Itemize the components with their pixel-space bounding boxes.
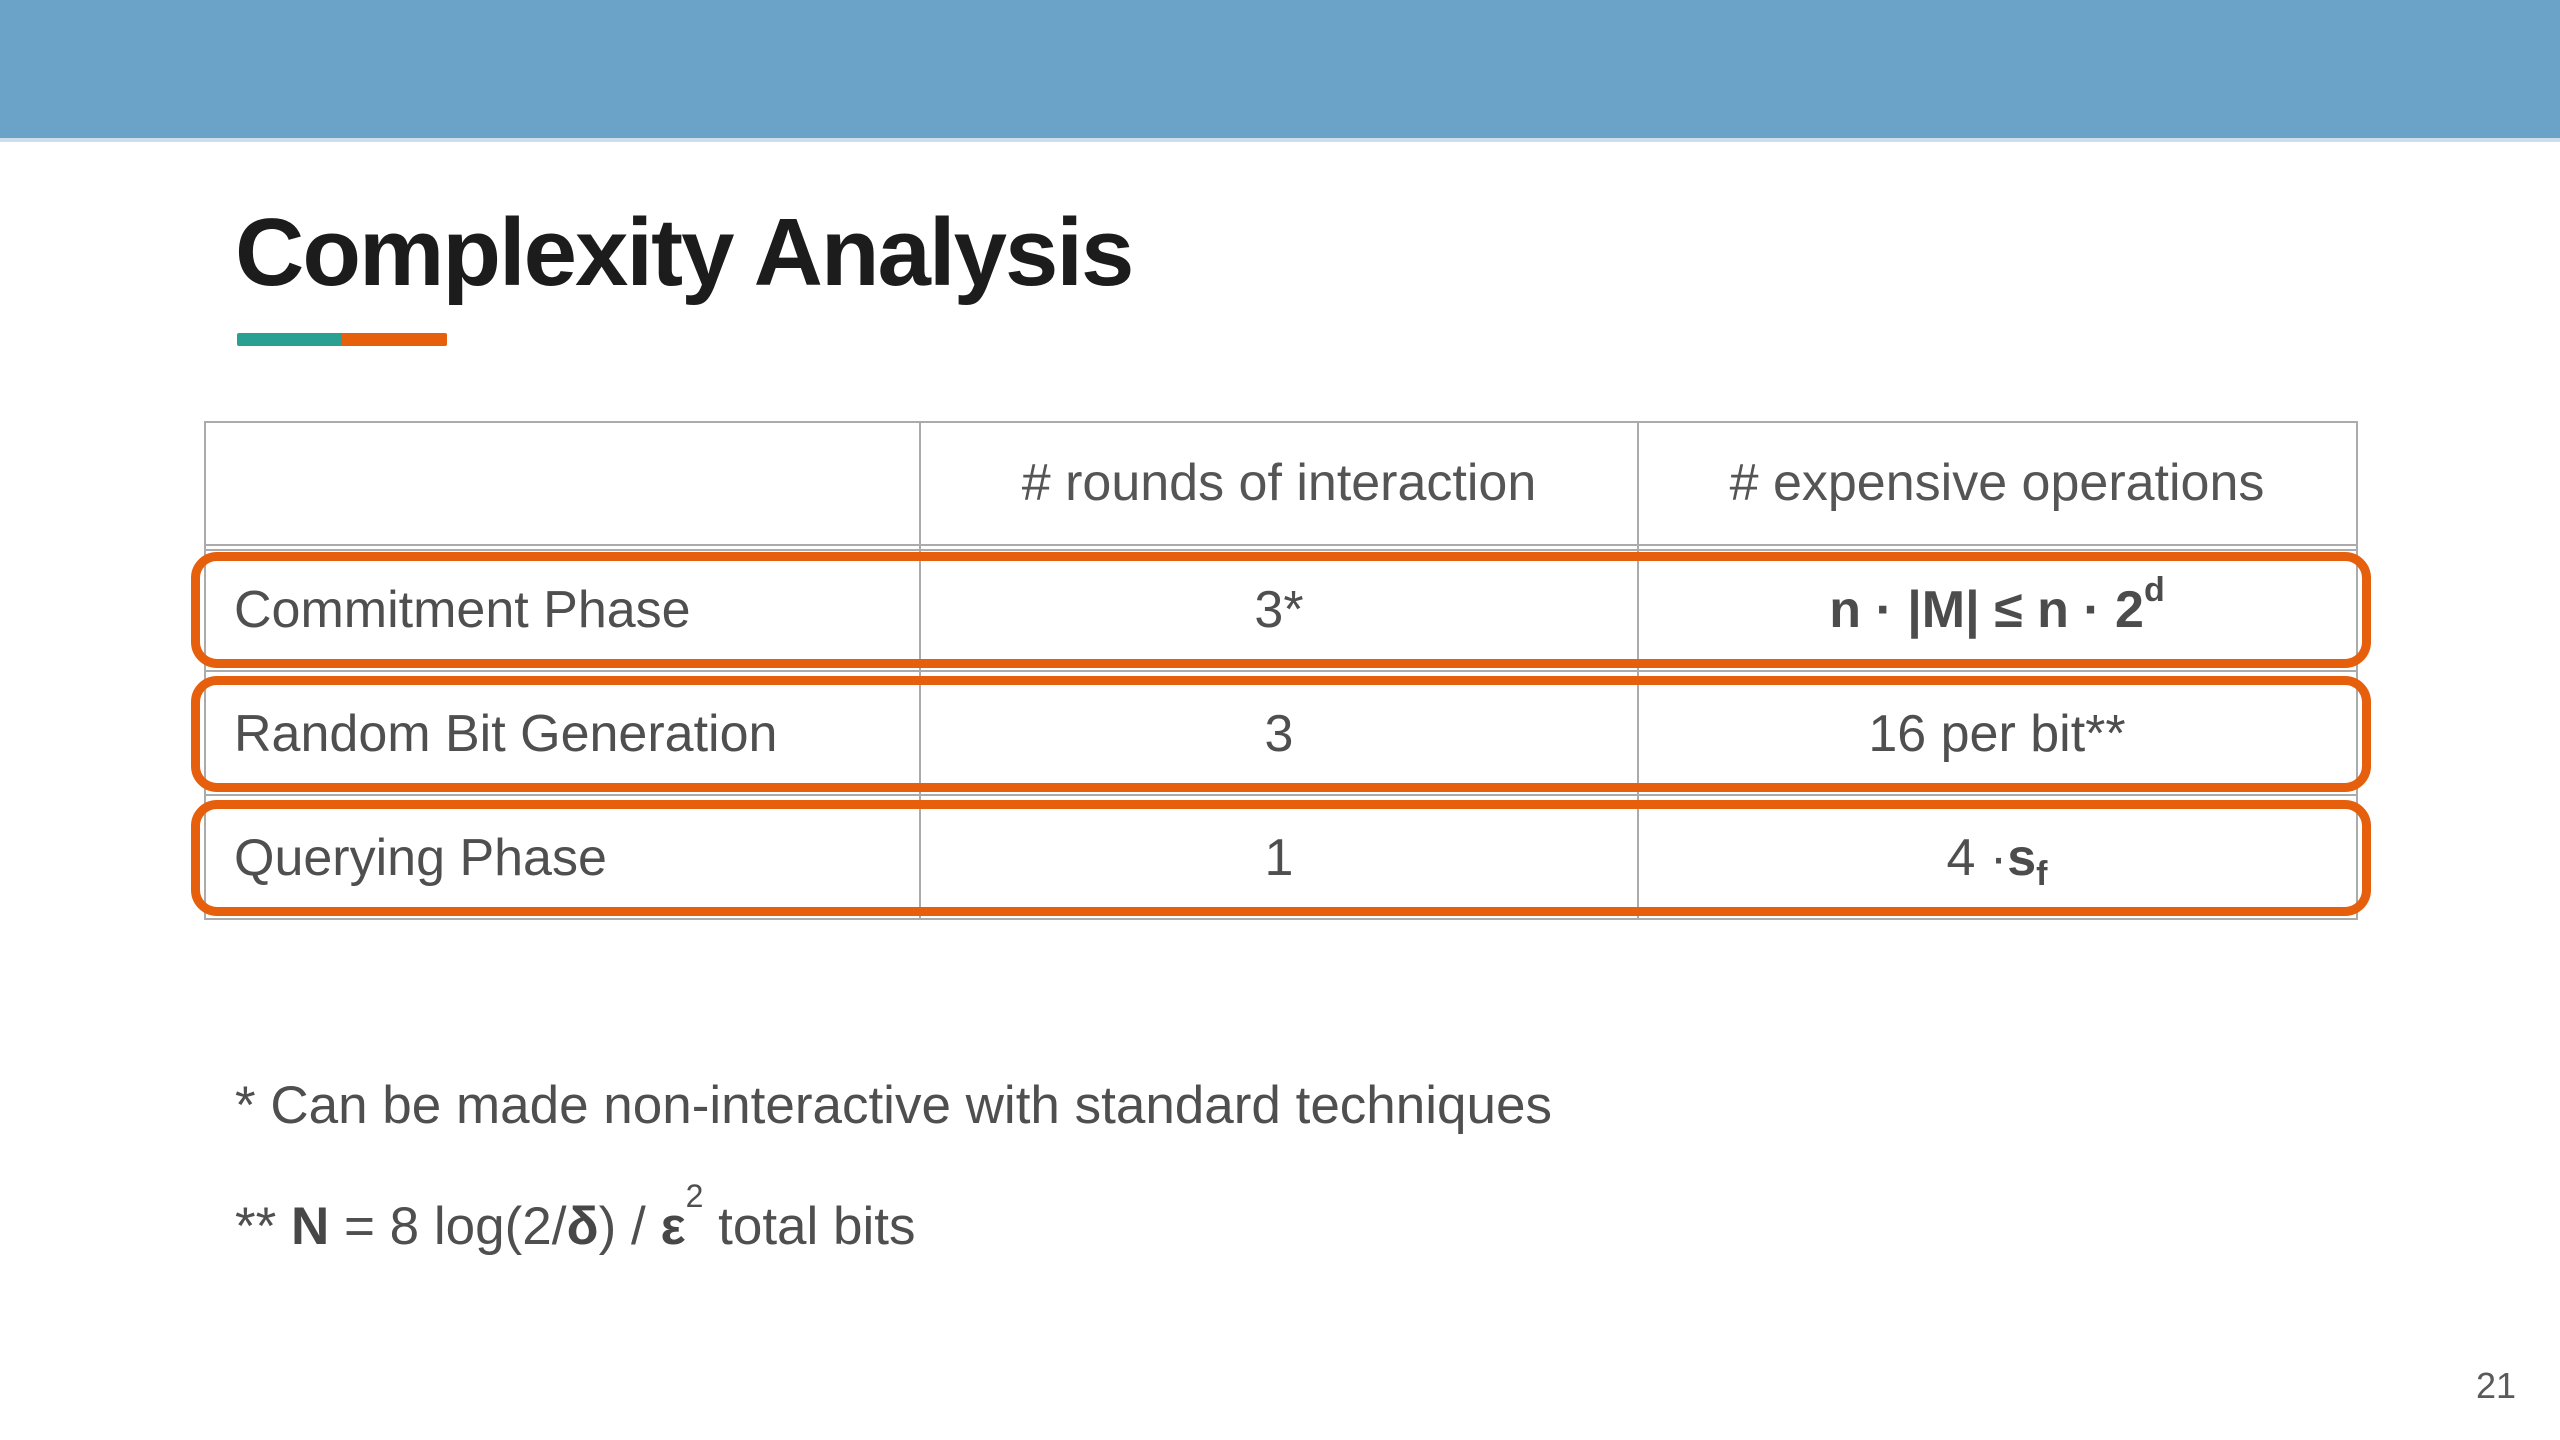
footnote-text: ) / <box>598 1197 661 1256</box>
rounds-value: 3 <box>1264 705 1294 763</box>
row-label-cell: Commitment Phase <box>234 552 894 668</box>
rounds-cell: 1 <box>920 800 1638 916</box>
complexity-table: # rounds of interaction # expensive oper… <box>191 421 2371 921</box>
var-epsilon: ε <box>660 1197 686 1256</box>
rounds-value: 3* <box>1254 581 1304 639</box>
table-grid-line <box>204 918 2358 920</box>
title-underline <box>237 333 447 346</box>
footnote-text: total bits <box>703 1197 916 1256</box>
table-grid-line <box>204 794 2358 796</box>
table-header-operations: # expensive operations <box>1638 421 2356 544</box>
table-header-empty <box>234 421 894 544</box>
footnote-text: * Can be made non-interactive with stand… <box>235 1076 1552 1135</box>
row-label-cell: Random Bit Generation <box>234 676 894 792</box>
operations-cell: 16 per bit** <box>1638 676 2356 792</box>
page-title: Complexity Analysis <box>235 199 1134 306</box>
footnote-non-interactive: * Can be made non-interactive with stand… <box>235 1075 1552 1136</box>
footnote-marker: ** <box>235 1197 291 1256</box>
var-delta: δ <box>566 1197 599 1256</box>
underline-teal-segment <box>237 333 342 346</box>
table-grid-line <box>204 549 2358 551</box>
row-label: Querying Phase <box>234 829 607 887</box>
header-bar <box>0 0 2560 142</box>
page-number: 21 <box>2476 1365 2517 1406</box>
table-grid-line <box>204 670 2358 672</box>
footnote-total-bits: ** N = 8 log(2/δ) / ε2 total bits <box>235 1180 916 1257</box>
table-header-row: # rounds of interaction # expensive oper… <box>204 421 2358 544</box>
table-grid-line <box>204 421 2358 423</box>
table-header-operations-label: # expensive operations <box>1729 453 2265 512</box>
operations-expression: s <box>2007 829 2037 887</box>
operations-expression: 16 per bit** <box>1868 705 2126 763</box>
operations-expression: n · |M| ≤ n · 2 <box>1829 581 2144 639</box>
table-row-random-bit-generation: Random Bit Generation 3 16 per bit** <box>204 676 2358 792</box>
table-header-rounds: # rounds of interaction <box>920 421 1638 544</box>
table-header-rounds-label: # rounds of interaction <box>1021 453 1537 512</box>
rounds-cell: 3 <box>920 676 1638 792</box>
table-grid-line <box>204 544 2358 546</box>
var-n: N <box>290 1197 330 1256</box>
row-label-cell: Querying Phase <box>234 800 894 916</box>
footnote-text: = 8 log(2/ <box>329 1197 567 1256</box>
row-label: Random Bit Generation <box>234 705 778 763</box>
rounds-cell: 3* <box>920 552 1638 668</box>
row-label: Commitment Phase <box>234 581 691 639</box>
operations-prefix: 4 · <box>1946 829 2008 887</box>
underline-orange-segment <box>342 333 447 346</box>
epsilon-exponent: 2 <box>685 1178 704 1215</box>
rounds-value: 1 <box>1264 829 1294 887</box>
